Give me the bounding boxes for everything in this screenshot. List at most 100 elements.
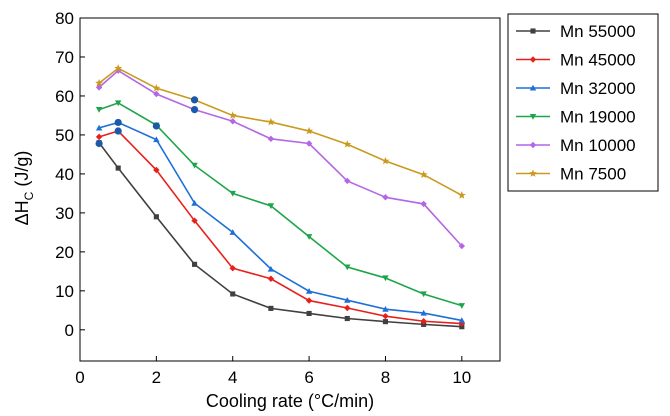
x-axis-title: Cooling rate (°C/min): [206, 391, 374, 411]
data-point: [114, 100, 122, 107]
legend-swatch-marker: [529, 56, 537, 63]
y-tick-label: 30: [55, 204, 74, 223]
highlight-points: [95, 96, 199, 148]
data-point: [420, 291, 427, 298]
data-point: [419, 170, 428, 179]
data-point: [267, 265, 275, 272]
data-point: [344, 315, 350, 322]
data-point: [191, 162, 198, 169]
y-axis-title: ΔHC (J/g): [12, 151, 36, 226]
data-point: [153, 214, 159, 220]
data-point: [420, 200, 427, 208]
x-tick-label: 0: [75, 368, 84, 387]
data-point: [420, 309, 427, 316]
y-tick-label: 10: [55, 282, 74, 301]
data-point: [229, 190, 236, 197]
data-point: [191, 217, 198, 224]
x-tick-label: 4: [228, 368, 237, 387]
legend-item: Mn 32000: [516, 79, 636, 98]
highlight-point: [190, 96, 199, 104]
data-point: [114, 64, 123, 72]
data-point: [268, 305, 274, 311]
data-point: [305, 288, 313, 294]
series-mn-7500: [95, 64, 466, 199]
series-mn-55000: [96, 140, 465, 330]
x-tick-label: 8: [381, 368, 390, 387]
legend-swatch-marker: [529, 169, 537, 177]
legend-item: Mn 45000: [516, 51, 636, 70]
highlight-point: [95, 139, 103, 148]
data-point: [266, 117, 275, 126]
y-tick-label: 80: [55, 9, 74, 28]
highlight-point: [190, 105, 199, 114]
legend-label: Mn 7500: [560, 165, 626, 184]
legend-item: Mn 55000: [516, 22, 636, 41]
series-mn-10000: [95, 67, 466, 250]
legend-box: [507, 13, 659, 192]
data-point: [95, 78, 104, 87]
data-point: [229, 118, 236, 125]
data-point: [267, 135, 275, 143]
series-layer: [95, 64, 466, 330]
y-axis-title-main: ΔH: [12, 200, 32, 225]
data-point: [115, 165, 121, 171]
legend-swatch-marker: [530, 28, 536, 34]
plot-area: [79, 17, 501, 362]
data-point: [344, 296, 351, 303]
highlight-point: [114, 118, 122, 127]
data-point: [305, 140, 313, 147]
data-point: [153, 90, 160, 98]
data-point: [305, 297, 313, 304]
data-point: [95, 107, 103, 113]
y-tick-label: 0: [65, 321, 74, 340]
data-point: [95, 133, 103, 141]
data-point: [229, 229, 236, 235]
y-tick-label: 20: [55, 243, 74, 262]
legend-swatch-marker: [529, 84, 537, 91]
y-axis-title-unit: (J/g): [12, 151, 32, 192]
series-line: [98, 69, 463, 247]
data-point: [344, 304, 351, 312]
data-point: [420, 318, 427, 325]
data-point: [267, 203, 275, 210]
data-point: [306, 310, 312, 317]
data-point: [152, 83, 161, 92]
data-point: [382, 319, 389, 325]
legend-swatch-marker: [529, 141, 537, 149]
data-point: [267, 275, 275, 282]
legend-label: Mn 32000: [560, 79, 636, 98]
highlight-point: [114, 127, 122, 135]
y-tick-label: 70: [55, 48, 74, 67]
y-tick-label: 40: [55, 165, 74, 184]
data-point: [382, 312, 389, 320]
legend-label: Mn 45000: [560, 51, 636, 70]
legend-item: Mn 7500: [516, 165, 626, 184]
data-point: [153, 136, 160, 143]
x-tick-label: 10: [452, 368, 471, 387]
legend-label: Mn 19000: [560, 108, 636, 127]
data-point: [191, 261, 198, 267]
data-point: [230, 291, 236, 297]
x-tick-label: 2: [152, 368, 161, 387]
data-point: [382, 275, 389, 282]
legend: Mn 55000 Mn 45000 Mn 32000 Mn 19000 Mn 10000…: [507, 13, 659, 192]
data-point: [305, 234, 313, 240]
data-point: [344, 264, 351, 271]
series-line: [98, 121, 462, 322]
data-point: [191, 199, 198, 206]
data-point: [382, 305, 389, 312]
data-point: [458, 242, 466, 250]
data-point: [229, 265, 236, 272]
data-point: [457, 191, 466, 199]
x-tick-label: 6: [304, 368, 313, 387]
y-axis-title-sub: C: [22, 191, 36, 200]
legend-swatch-marker: [529, 113, 537, 120]
series-mn-32000: [95, 119, 466, 324]
y-tick-label: 60: [55, 87, 74, 106]
data-point: [381, 156, 390, 165]
y-tick-label: 50: [55, 126, 74, 145]
axis-ticks: 0 2 4 6 8 10 0 10 20 30 40 50 60 70 80: [55, 9, 471, 387]
plot-frame-border: [79, 17, 501, 362]
data-point: [305, 126, 314, 135]
